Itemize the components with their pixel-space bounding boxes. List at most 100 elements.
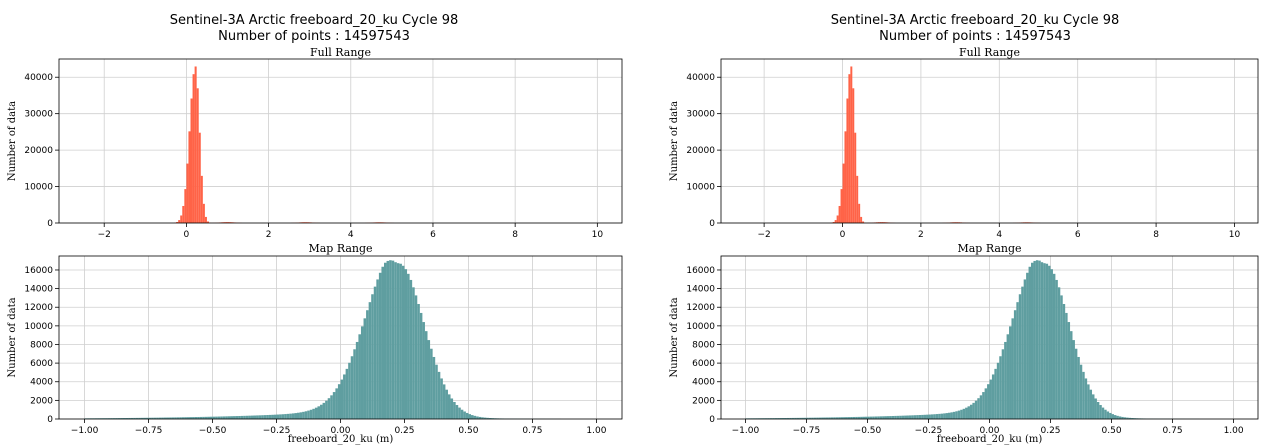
histogram-bar (801, 417, 804, 419)
histogram-bar (409, 279, 413, 419)
histogram-bar (158, 417, 162, 419)
histogram-bar (476, 416, 479, 419)
histogram-bar (843, 417, 846, 419)
x-axis-label: freeboard_20_ku (m) (937, 434, 1043, 445)
chart-panel-1: Sentinel-3A Arctic freeboard_20_ku Cycle… (7, 13, 623, 240)
histogram-bar (862, 416, 866, 419)
histogram-bar (442, 384, 446, 419)
x-axis-label: freeboard_20_ku (m) (288, 434, 394, 445)
histogram-bar (828, 417, 831, 419)
plot-frame (58, 58, 623, 224)
x-tick-label: 1.00 (1224, 426, 1244, 436)
histogram-bar (414, 295, 418, 419)
x-tick-label: 6 (1075, 230, 1081, 240)
y-tick-label: 4000 (692, 378, 715, 388)
histogram-bar (453, 402, 456, 419)
histogram-bar (847, 417, 851, 419)
histogram-bar (389, 260, 392, 419)
histogram-bar (171, 417, 175, 419)
histogram-bar (227, 416, 231, 419)
x-tick-label: 0.50 (1102, 426, 1122, 436)
histogram-bar (832, 222, 835, 223)
histogram-bar (327, 398, 331, 419)
plot-frame (720, 58, 1259, 224)
chart-subtitle: Number of points : 14597543 (879, 29, 1071, 44)
histogram-bar (105, 418, 108, 419)
histogram-bar (996, 362, 1000, 419)
chart-subtitle: Number of points : 14597543 (218, 29, 410, 44)
histogram-bar (343, 374, 346, 419)
histogram-bar (987, 384, 990, 419)
histogram-bar (940, 413, 944, 419)
y-tick-label: 12000 (686, 303, 715, 313)
histogram-bar (130, 417, 134, 419)
histogram-bar (122, 418, 126, 419)
chart-panel-3: Sentinel-3A Arctic freeboard_20_ku Cycle… (669, 13, 1259, 240)
histogram-bar (332, 392, 336, 419)
histogram-bar (1004, 341, 1007, 419)
histogram-bar (872, 416, 875, 419)
histogram-bars (84, 260, 561, 419)
histogram-bar (821, 417, 824, 419)
x-tick-label: 0.50 (458, 426, 478, 436)
histogram-bar (799, 417, 802, 419)
histogram-bar (309, 409, 313, 419)
x-tick-label: 0.75 (1163, 426, 1183, 436)
histogram-bar (194, 417, 198, 419)
histogram-bar (823, 417, 826, 419)
histogram-bar (916, 415, 919, 419)
y-tick-label: 4000 (30, 378, 53, 388)
y-tick-label: 20000 (686, 146, 715, 156)
histogram-bar (422, 322, 425, 419)
histogram-bar (473, 415, 477, 419)
histogram-bar (969, 404, 973, 419)
histogram-bar (838, 205, 841, 223)
histogram-bar (858, 203, 861, 223)
histogram-bar (258, 415, 262, 419)
x-tick-label: −0.25 (915, 426, 943, 436)
histogram-bar (1092, 394, 1095, 419)
histogram-bar (1055, 279, 1058, 419)
histogram-bar (1087, 384, 1090, 419)
histogram-bar (879, 416, 883, 419)
histogram-bar (1126, 417, 1129, 419)
histogram-bar (1065, 312, 1068, 419)
histogram-bar (350, 356, 354, 419)
histogram-bar (926, 414, 929, 419)
histogram-bar (774, 418, 778, 419)
histogram-bar (120, 418, 123, 419)
histogram-bar (225, 416, 228, 419)
histogram-bar (345, 368, 349, 419)
histogram-bar (862, 221, 865, 223)
histogram-bar (967, 406, 970, 419)
histogram-bar (948, 412, 951, 419)
histogram-bar (979, 395, 983, 419)
histogram-bar (1031, 262, 1034, 419)
histogram-bar (176, 417, 180, 419)
histogram-bar (281, 414, 285, 419)
histogram-bar (330, 395, 333, 419)
histogram-bar (112, 418, 116, 419)
histogram-bar (146, 417, 149, 419)
histogram-bar (769, 418, 773, 419)
histogram-bar (220, 416, 223, 419)
x-tick-label: 2 (266, 230, 272, 240)
histogram-bar (235, 416, 239, 419)
histogram-bar (424, 331, 428, 419)
histogram-bar (184, 417, 187, 419)
x-tick-label: −1.00 (71, 426, 99, 436)
histogram-bar (846, 98, 849, 223)
histogram-bar (394, 262, 397, 419)
histogram-bar (779, 418, 783, 419)
histogram-bar (125, 418, 129, 419)
x-tick-label: 2 (918, 230, 924, 240)
y-tick-label: 16000 (686, 266, 715, 276)
histogram-bar (1104, 409, 1107, 419)
histogram-bar (1072, 340, 1075, 419)
y-tick-label: 10000 (686, 183, 715, 193)
histogram-bar (355, 341, 359, 419)
histogram-bar (253, 415, 257, 419)
y-tick-label: 40000 (24, 73, 53, 83)
histogram-bar (161, 417, 164, 419)
x-tick-label: −0.50 (199, 426, 227, 436)
